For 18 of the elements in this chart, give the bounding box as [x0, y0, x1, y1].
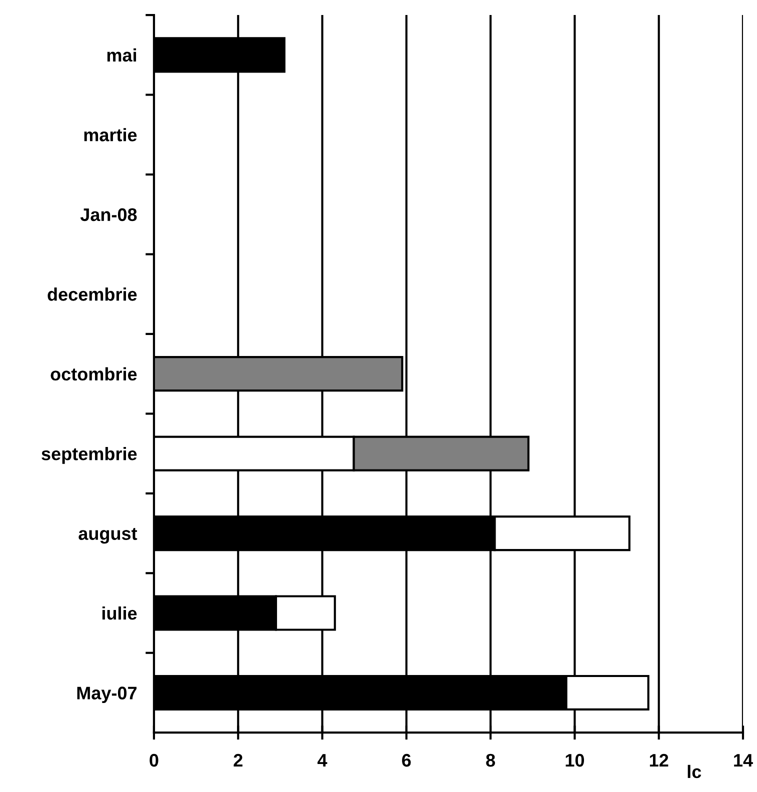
- y-tick-label: iulie: [102, 606, 137, 620]
- y-tick-label: May-07: [77, 686, 137, 704]
- x-tick-label: 8: [486, 754, 496, 767]
- x-axis-title: lc: [688, 764, 702, 778]
- y-tick-label: martie: [84, 128, 137, 142]
- y-tick-label: decembrie: [48, 288, 137, 301]
- x-tick-label: 12: [650, 754, 668, 767]
- y-tick-label: august: [78, 528, 138, 544]
- y-tick-label: octombrie: [50, 367, 137, 381]
- x-tick-label: 0: [150, 754, 158, 767]
- y-tick-label: septembrie: [42, 447, 137, 464]
- y-tick-label: Jan-08: [80, 208, 137, 222]
- x-tick-label: 6: [402, 754, 411, 767]
- x-tick-label: 10: [566, 754, 584, 767]
- y-tick-label: mai: [107, 48, 136, 62]
- x-tick-label: 14: [734, 754, 753, 767]
- x-tick-label: 4: [318, 754, 328, 767]
- x-tick-label: 2: [234, 754, 242, 767]
